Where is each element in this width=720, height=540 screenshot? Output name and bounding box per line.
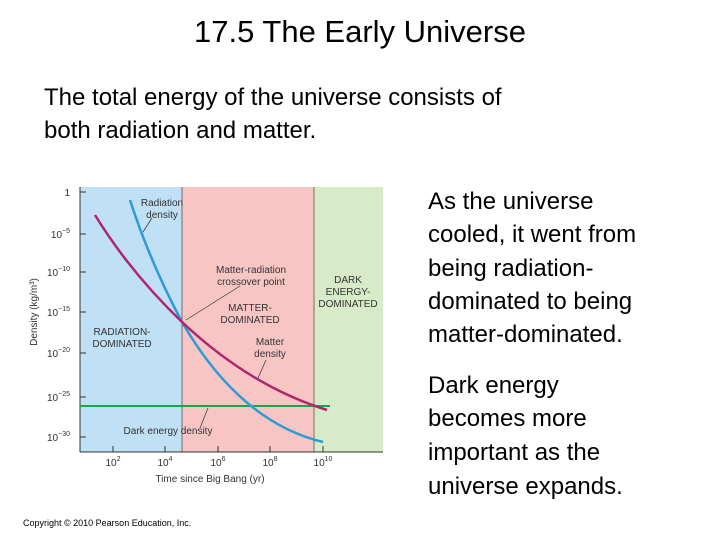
side-line: becomes more — [428, 405, 587, 432]
figure-label: DARK — [334, 275, 362, 286]
region-matter — [182, 187, 314, 452]
x-tick-label: 108 — [262, 456, 277, 469]
side-line: matter-dominated. — [428, 321, 623, 348]
y-tick-label: 10−25 — [47, 391, 70, 404]
y-tick-label: 10−15 — [47, 306, 70, 319]
tick-base: 10 — [262, 458, 274, 469]
x-tick-label: 104 — [157, 456, 172, 469]
figure-label: MATTER- — [228, 303, 272, 314]
tick-base: 10 — [47, 268, 59, 279]
side-line: dominated to being — [428, 288, 633, 315]
tick-exp: −30 — [58, 431, 70, 438]
tick-exp: 4 — [169, 456, 173, 463]
x-axis-label: Time since Big Bang (yr) — [155, 474, 264, 485]
figure-label: DOMINATED — [220, 315, 279, 326]
figure-label: Matter-radiation — [216, 265, 286, 276]
side-line: important as the — [428, 439, 601, 466]
intro-line: The total energy of the universe consist… — [44, 84, 502, 111]
tick-base: 10 — [47, 349, 59, 360]
slide-title: 17.5 The Early Universe — [194, 14, 526, 49]
figure-label: DOMINATED — [318, 299, 377, 310]
figure-label: Matter — [256, 337, 285, 348]
tick-exp: 6 — [222, 456, 226, 463]
y-tick-label: 10−5 — [51, 228, 70, 241]
tick-exp: 8 — [274, 456, 278, 463]
tick-base: 10 — [51, 230, 63, 241]
side-line: Dark energy — [428, 372, 559, 399]
tick-exp: 2 — [117, 456, 121, 463]
tick-exp: −5 — [62, 228, 70, 235]
x-tick-label: 106 — [210, 456, 225, 469]
leader-line — [142, 217, 153, 233]
side-line: being radiation- — [428, 255, 594, 282]
tick-base: 10 — [47, 393, 59, 404]
tick-base: 10 — [47, 433, 59, 444]
tick-base: 10 — [314, 458, 326, 469]
tick-exp: 10 — [325, 456, 333, 463]
figure-label: RADIATION- — [93, 327, 150, 338]
figure-label: density — [254, 349, 286, 360]
y-tick-label: 10−10 — [47, 266, 70, 279]
tick-exp: −15 — [58, 306, 70, 313]
figure-label: Dark energy density — [124, 426, 213, 437]
matter-curve — [93, 214, 328, 412]
x-tick-label: 102 — [105, 456, 120, 469]
figure-label: Radiation — [141, 198, 183, 209]
tick-base: 10 — [210, 458, 222, 469]
side-line: As the universe — [428, 188, 594, 215]
figure-label: ENERGY- — [326, 287, 371, 298]
tick-exp: −10 — [58, 266, 70, 273]
tick-text: 1 — [64, 188, 70, 199]
y-tick-label: 1 — [64, 188, 70, 199]
figure-label: density — [146, 210, 178, 221]
tick-exp: −25 — [58, 391, 70, 398]
tick-base: 10 — [105, 458, 117, 469]
intro-line: both radiation and matter. — [44, 117, 317, 144]
tick-exp: −20 — [58, 347, 70, 354]
y-tick-label: 10−20 — [47, 347, 70, 360]
figure-label: DOMINATED — [92, 339, 151, 350]
region-radiation — [80, 187, 182, 452]
x-tick-label: 1010 — [314, 456, 333, 469]
leader-line — [199, 407, 209, 429]
leader-line — [257, 359, 267, 379]
copyright: Copyright © 2010 Pearson Education, Inc. — [23, 518, 192, 528]
side-line: cooled, it went from — [428, 221, 637, 248]
leader-line — [185, 285, 241, 321]
side-line: universe expands. — [428, 473, 623, 500]
region-dark-energy — [314, 187, 383, 452]
y-tick-label: 10−30 — [47, 431, 70, 444]
figure-label: crossover point — [217, 277, 285, 288]
y-axis-label: Density (kg/m³) — [29, 278, 40, 346]
tick-base: 10 — [157, 458, 169, 469]
tick-base: 10 — [47, 308, 59, 319]
